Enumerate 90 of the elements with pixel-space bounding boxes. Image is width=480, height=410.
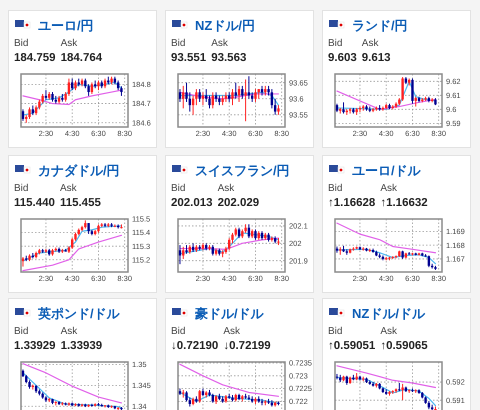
text: ↑1.16632 (380, 197, 428, 209)
text: Bid (328, 38, 342, 49)
candlestick (248, 224, 250, 239)
text: Ask (218, 183, 236, 194)
text: 202.029 (218, 197, 260, 209)
line-series (336, 248, 436, 264)
text: 184.759 (14, 52, 56, 64)
line-series (22, 372, 122, 409)
candlestick (202, 92, 204, 106)
candlestick (182, 85, 184, 109)
candlestick (218, 95, 221, 106)
candlestick (32, 104, 34, 116)
chart-title: ランド/円 (352, 18, 408, 33)
text: Bid (171, 38, 186, 49)
text: ↓0.72199 (223, 340, 271, 352)
text: 93.563 (211, 52, 246, 64)
candlestick (212, 244, 214, 256)
candlestick (401, 383, 404, 401)
candlestick (244, 78, 247, 122)
candlestick (198, 88, 201, 102)
text: Bid (328, 183, 342, 194)
text: 115.455 (60, 197, 102, 209)
candlestick (401, 76, 404, 102)
chart-title: 豪ドル/ドル (194, 306, 265, 321)
text: 1.33929 (14, 340, 56, 352)
text: Ask (380, 326, 398, 337)
line-series (179, 232, 280, 254)
text: 1.33939 (60, 340, 102, 352)
line-series (336, 222, 436, 254)
candlestick (428, 254, 430, 268)
candlestick (346, 375, 348, 386)
candlestick (212, 92, 214, 109)
chart-title: NZドル/ドル (352, 306, 426, 321)
candlestick (248, 76, 250, 100)
text: Ask (362, 38, 380, 49)
line-series (179, 364, 280, 397)
candlestick (228, 92, 230, 102)
text: ↓0.72190 (171, 340, 218, 352)
text: Bid (171, 326, 186, 337)
candlestick (277, 104, 280, 116)
text: Bid (14, 326, 28, 337)
chart-title: ユーロ/ドル (352, 163, 422, 178)
text: Bid (171, 183, 186, 194)
text: 115.440 (14, 197, 55, 209)
text: Bid (328, 326, 342, 337)
text: ↑1.16628 (328, 197, 376, 209)
line-series (179, 392, 280, 404)
text: ↑0.59051 (328, 340, 376, 352)
text: 9.603 (328, 52, 357, 64)
candlestick (241, 85, 244, 100)
text: Ask (60, 326, 78, 337)
line-series (336, 80, 436, 110)
text: 9.613 (362, 52, 391, 64)
text: 202.013 (171, 197, 213, 209)
text: 93.551 (171, 52, 207, 64)
chart-title: ユーロ/円 (38, 18, 94, 33)
candlestick (221, 95, 224, 106)
candlestick (71, 78, 74, 91)
candlestick (264, 85, 267, 96)
chart-title: 英ポンド/ドル (37, 306, 121, 321)
candlestick (258, 88, 260, 100)
text: Ask (211, 38, 229, 49)
text: Bid (14, 38, 28, 49)
candlestick (234, 82, 237, 100)
chart-title: カナダドル/円 (38, 163, 120, 178)
text: Ask (60, 38, 78, 49)
chart-title: NZドル/円 (195, 18, 255, 33)
text: 184.764 (60, 52, 103, 64)
candlestick (214, 92, 218, 102)
line-series (22, 234, 122, 272)
line-series (336, 376, 436, 406)
text: Ask (60, 183, 78, 194)
line-series (22, 363, 122, 404)
chart-title: スイスフラン/円 (195, 163, 290, 178)
candlestick (90, 82, 94, 94)
candlestick (260, 85, 264, 96)
text: ↑0.59065 (380, 340, 428, 352)
candlestick (224, 92, 228, 102)
candlestick (87, 222, 90, 234)
candlestick (44, 90, 48, 100)
line-series (336, 365, 436, 388)
candlestick (182, 246, 184, 260)
text: Ask (223, 326, 241, 337)
line-series (336, 90, 436, 110)
candlestick (414, 96, 417, 108)
text: Bid (14, 183, 28, 194)
line-series (22, 225, 122, 262)
text: Ask (380, 183, 398, 194)
line-series (22, 90, 122, 106)
candlestick (198, 389, 201, 404)
